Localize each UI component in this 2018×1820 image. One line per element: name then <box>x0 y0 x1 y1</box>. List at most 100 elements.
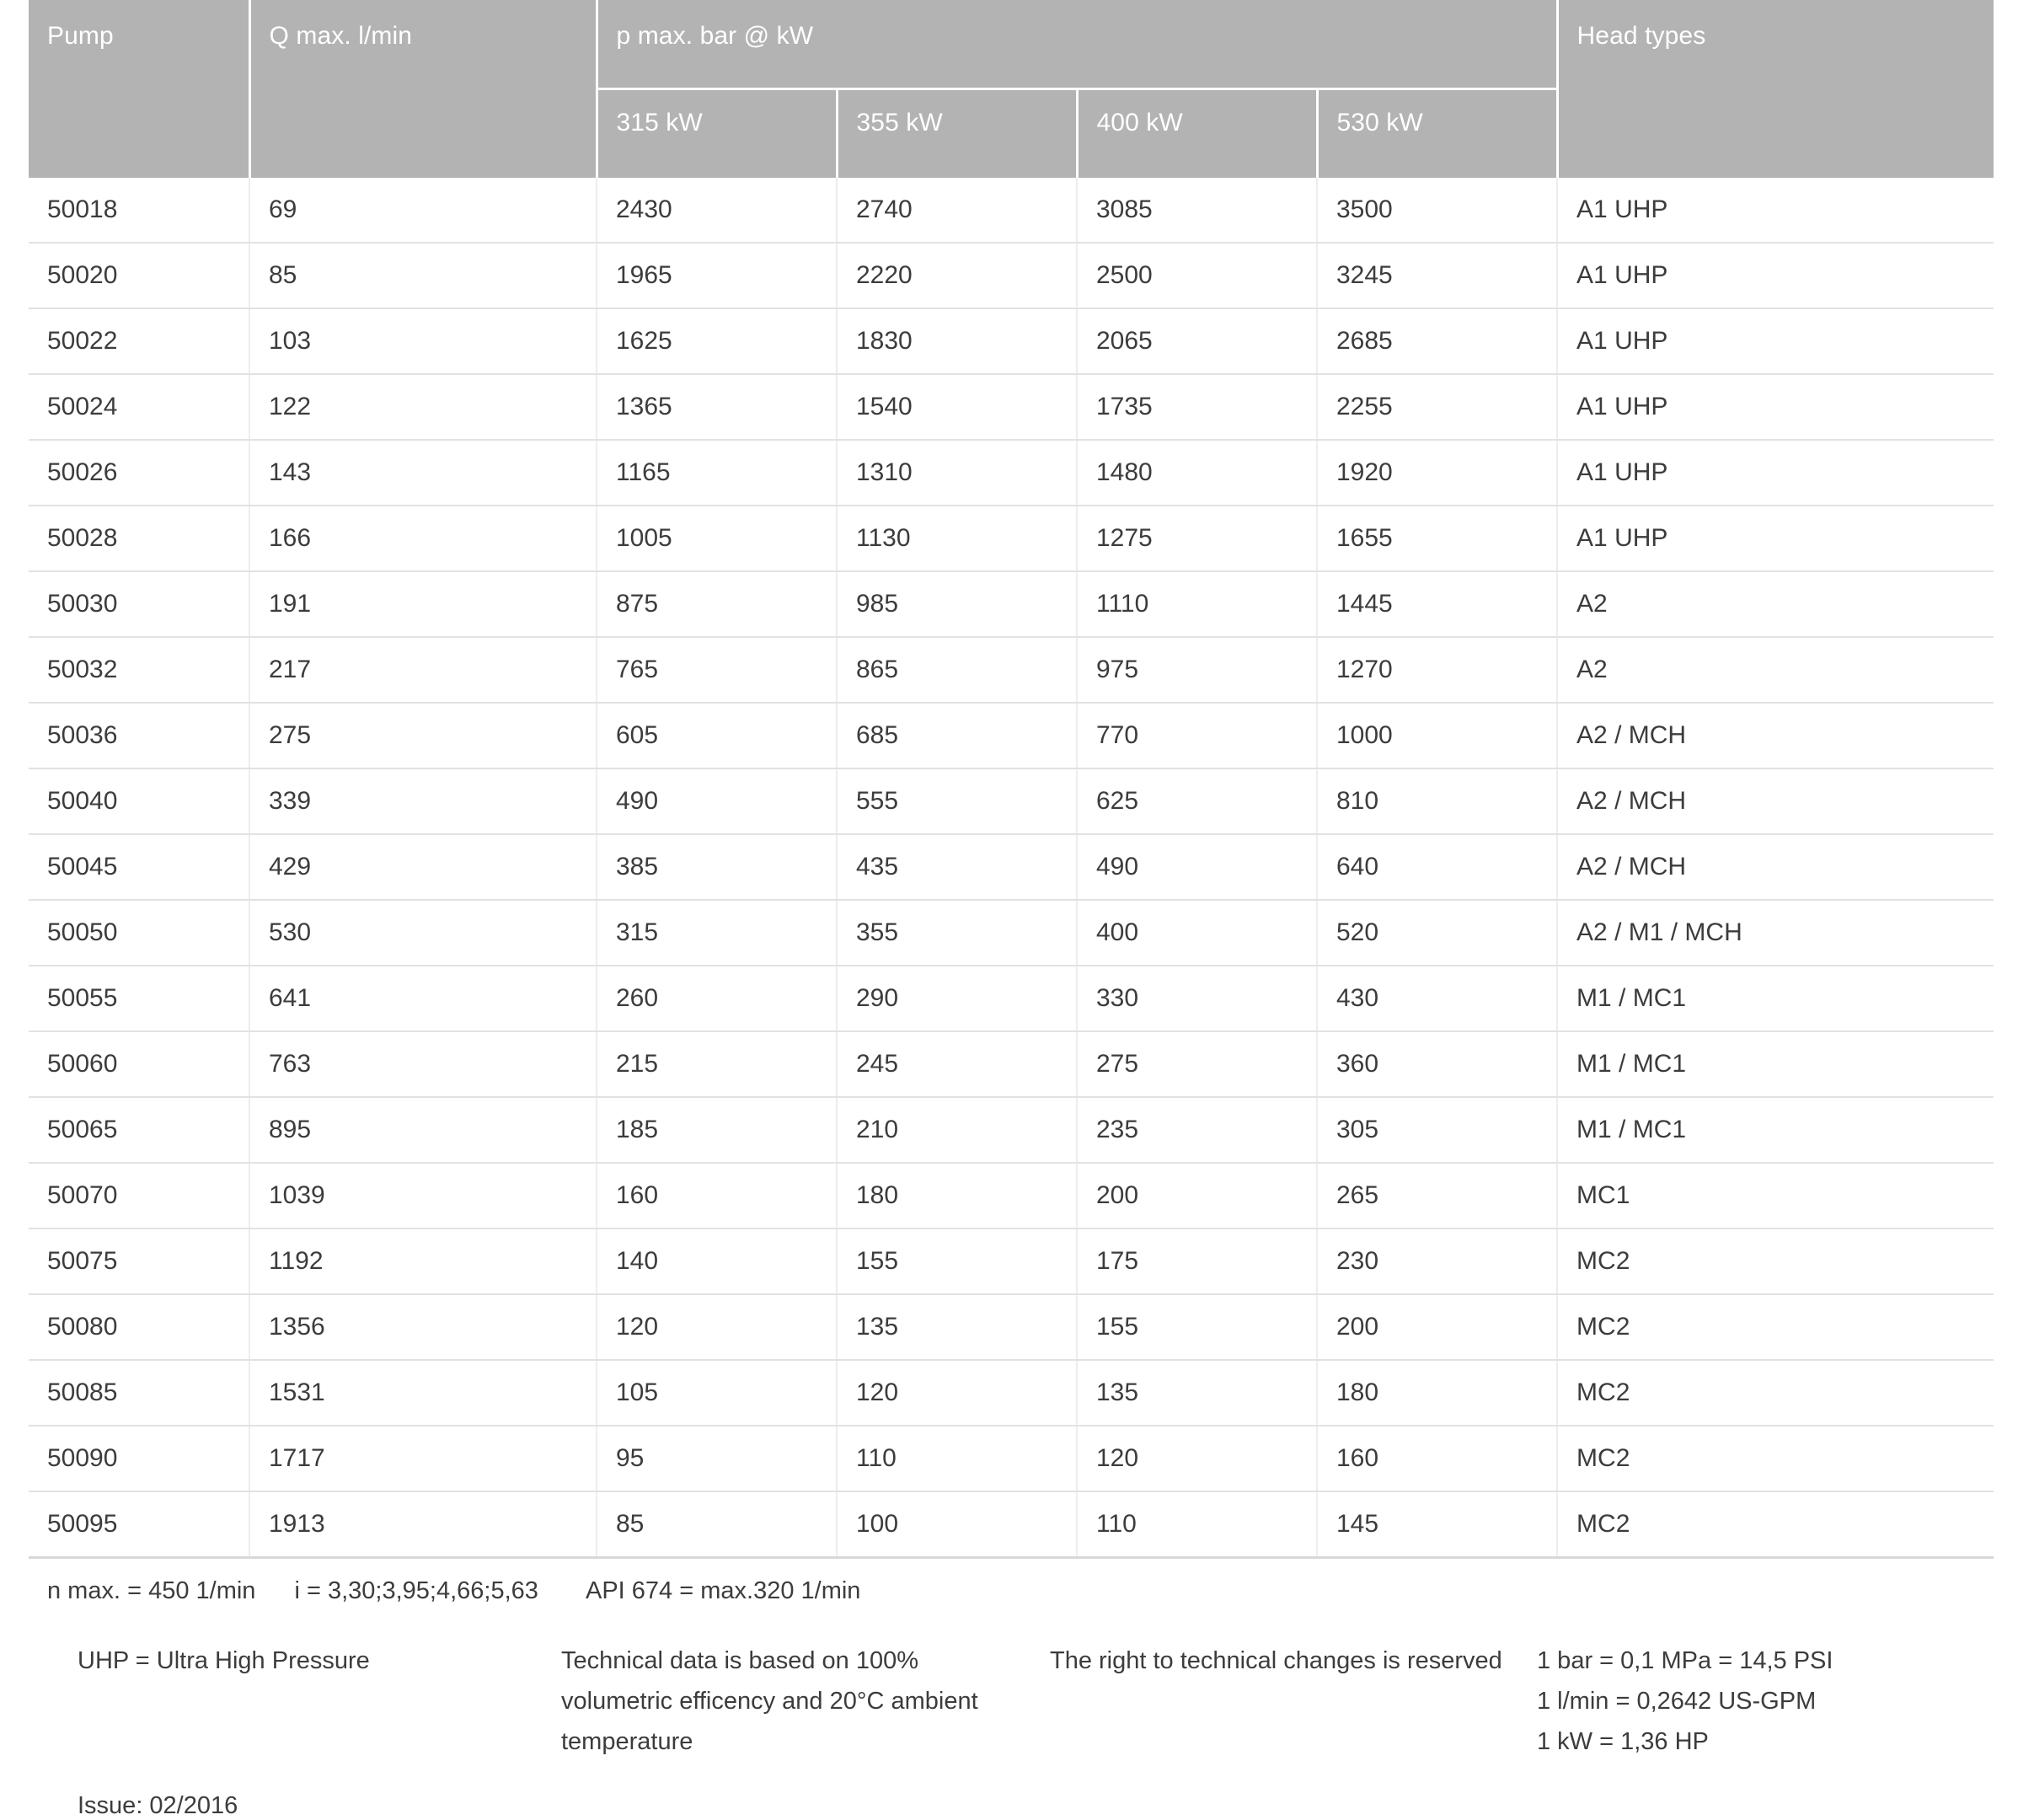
cell-pump: 50028 <box>29 506 250 572</box>
cell-head: MC2 <box>1557 1228 1994 1295</box>
cell-head: A1 UHP <box>1557 243 1994 309</box>
cell-head: MC2 <box>1557 1426 1994 1492</box>
cell-p315: 315 <box>597 900 838 966</box>
cell-p355: 985 <box>837 571 1078 638</box>
cell-p400: 400 <box>1077 900 1318 966</box>
cell-p400: 975 <box>1077 637 1318 704</box>
cell-pump: 50022 <box>29 308 250 375</box>
cell-head: MC2 <box>1557 1491 1994 1559</box>
cell-q: 895 <box>249 1097 597 1164</box>
cell-p315: 875 <box>597 571 838 638</box>
cell-p400: 625 <box>1077 768 1318 835</box>
cell-p400: 175 <box>1077 1228 1318 1295</box>
cell-head: MC1 <box>1557 1163 1994 1229</box>
table-row: 50055 641 260 290 330 430 M1 / MC1 <box>29 966 1994 1032</box>
note-conversion-bar: 1 bar = 0,1 MPa = 14,5 PSI <box>1537 1647 1833 1674</box>
cell-p355: 1540 <box>837 374 1078 441</box>
table-row: 50085 1531 105 120 135 180 MC2 <box>29 1360 1994 1427</box>
cell-pump: 50024 <box>29 374 250 441</box>
cell-p530: 360 <box>1317 1031 1559 1098</box>
table-row: 50028 166 1005 1130 1275 1655 A1 UHP <box>29 506 1994 572</box>
table-row: 50075 1192 140 155 175 230 MC2 <box>29 1228 1994 1295</box>
cell-q: 763 <box>249 1031 597 1098</box>
note-changes-reserved: The right to technical changes is reserv… <box>1050 1647 1502 1674</box>
cell-head: M1 / MC1 <box>1557 966 1994 1032</box>
cell-p355: 110 <box>837 1426 1078 1492</box>
table-row: 50026 143 1165 1310 1480 1920 A1 UHP <box>29 440 1994 506</box>
column-header-p-max-group: p max. bar @ kW <box>597 0 1559 90</box>
cell-pump: 50050 <box>29 900 250 966</box>
cell-p530: 810 <box>1317 768 1559 835</box>
cell-p530: 1655 <box>1317 506 1559 572</box>
cell-p530: 305 <box>1317 1097 1559 1164</box>
cell-pump: 50032 <box>29 637 250 704</box>
cell-q: 1192 <box>249 1228 597 1295</box>
note-unit-conversions: 1 bar = 0,1 MPa = 14,5 PSI 1 l/min = 0,2… <box>1537 1641 1975 1762</box>
cell-p530: 520 <box>1317 900 1559 966</box>
cell-pump: 50095 <box>29 1491 250 1559</box>
cell-head: M1 / MC1 <box>1557 1031 1994 1098</box>
cell-head: A2 / MCH <box>1557 703 1994 769</box>
cell-p355: 120 <box>837 1360 1078 1427</box>
cell-pump: 50026 <box>29 440 250 506</box>
cell-p530: 1270 <box>1317 637 1559 704</box>
cell-p355: 2740 <box>837 178 1078 244</box>
cell-pump: 50085 <box>29 1360 250 1427</box>
table-row: 50040 339 490 555 625 810 A2 / MCH <box>29 768 1994 835</box>
cell-q: 1531 <box>249 1360 597 1427</box>
table-row: 50045 429 385 435 490 640 A2 / MCH <box>29 834 1994 901</box>
cell-p400: 1110 <box>1077 571 1318 638</box>
cell-pump: 50055 <box>29 966 250 1032</box>
column-header-315kw: 315 kW <box>597 88 838 178</box>
cell-p400: 155 <box>1077 1294 1318 1361</box>
cell-p400: 2500 <box>1077 243 1318 309</box>
table-row: 50080 1356 120 135 155 200 MC2 <box>29 1294 1994 1361</box>
cell-p400: 3085 <box>1077 178 1318 244</box>
cell-p530: 265 <box>1317 1163 1559 1229</box>
table-row: 50020 85 1965 2220 2500 3245 A1 UHP <box>29 243 1994 309</box>
table-row: 50095 1913 85 100 110 145 MC2 <box>29 1491 1994 1559</box>
cell-pump: 50045 <box>29 834 250 901</box>
cell-pump: 50090 <box>29 1426 250 1492</box>
cell-p315: 1965 <box>597 243 838 309</box>
cell-q: 429 <box>249 834 597 901</box>
notes-primary-line: n max. = 450 1/min i = 3,30;3,95;4,66;5,… <box>29 1577 1989 1605</box>
table-row: 50032 217 765 865 975 1270 A2 <box>29 637 1994 704</box>
cell-head: A1 UHP <box>1557 308 1994 375</box>
cell-p400: 1480 <box>1077 440 1318 506</box>
cell-head: A2 <box>1557 637 1994 704</box>
column-header-355kw: 355 kW <box>837 88 1079 178</box>
cell-p530: 180 <box>1317 1360 1559 1427</box>
cell-p530: 160 <box>1317 1426 1559 1492</box>
cell-p355: 1130 <box>837 506 1078 572</box>
cell-p315: 1365 <box>597 374 838 441</box>
cell-p315: 95 <box>597 1426 838 1492</box>
cell-q: 1356 <box>249 1294 597 1361</box>
cell-head: MC2 <box>1557 1294 1994 1361</box>
cell-pump: 50020 <box>29 243 250 309</box>
cell-p355: 2220 <box>837 243 1078 309</box>
table-row: 50065 895 185 210 235 305 M1 / MC1 <box>29 1097 1994 1164</box>
cell-p355: 355 <box>837 900 1078 966</box>
cell-q: 122 <box>249 374 597 441</box>
cell-p400: 1735 <box>1077 374 1318 441</box>
cell-q: 166 <box>249 506 597 572</box>
column-header-400kw: 400 kW <box>1077 88 1319 178</box>
cell-pump: 50030 <box>29 571 250 638</box>
cell-p400: 330 <box>1077 966 1318 1032</box>
cell-p355: 685 <box>837 703 1078 769</box>
cell-pump: 50018 <box>29 178 250 244</box>
cell-p355: 865 <box>837 637 1078 704</box>
table-row: 50022 103 1625 1830 2065 2685 A1 UHP <box>29 308 1994 375</box>
cell-head: A1 UHP <box>1557 440 1994 506</box>
cell-head: M1 / MC1 <box>1557 1097 1994 1164</box>
cell-pump: 50080 <box>29 1294 250 1361</box>
cell-p315: 1005 <box>597 506 838 572</box>
cell-p355: 245 <box>837 1031 1078 1098</box>
issue-date: Issue: 02/2016 <box>78 1792 238 1819</box>
cell-p530: 2255 <box>1317 374 1559 441</box>
cell-p530: 1000 <box>1317 703 1559 769</box>
cell-pump: 50060 <box>29 1031 250 1098</box>
cell-p355: 210 <box>837 1097 1078 1164</box>
note-conversion-kw: 1 kW = 1,36 HP <box>1537 1728 1709 1755</box>
